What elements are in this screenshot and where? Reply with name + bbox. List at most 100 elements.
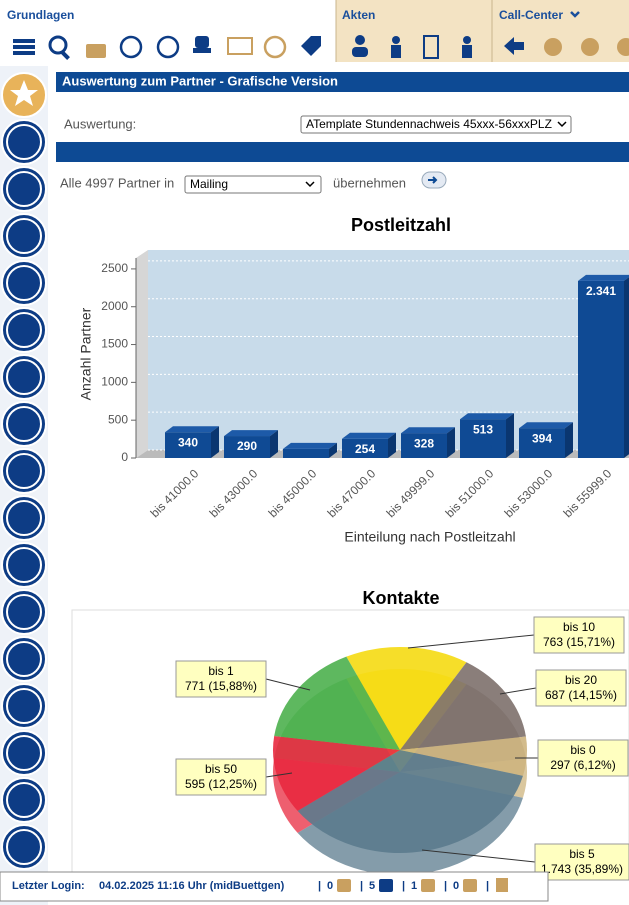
x-axis-label: Einteilung nach Postleitzahl (344, 529, 515, 545)
bar-side (624, 277, 629, 458)
sidebar-ring (6, 688, 42, 724)
leader-line (265, 678, 311, 691)
count-icon[interactable] (463, 879, 477, 892)
separator: | (318, 880, 321, 892)
bar-top (460, 413, 514, 420)
sidebar-button[interactable] (1, 119, 47, 165)
count-icon[interactable] (379, 879, 393, 892)
apply-button[interactable] (421, 171, 447, 189)
x-tick-label: bis 49999.0 (384, 466, 438, 520)
bar-top (283, 442, 337, 449)
section-label[interactable]: Grundlagen (7, 8, 74, 22)
sidebar-ring (6, 782, 42, 818)
logout-icon[interactable] (496, 878, 508, 892)
bar-top (342, 432, 396, 439)
bar-front (460, 419, 506, 458)
sidebar-button[interactable] (1, 824, 47, 870)
bar (283, 442, 337, 458)
slice-value: 771 (15,88%) (185, 679, 257, 693)
bar-side (506, 413, 514, 458)
value-label: 2.341 (586, 284, 616, 298)
header-title: Auswertung zum Partner - Grafische Versi… (62, 73, 338, 88)
count: 5 (369, 880, 375, 892)
x-tick-label: bis 45000.0 (266, 466, 320, 520)
sidebar-button[interactable] (1, 495, 47, 541)
y-tick-label: 1000 (101, 375, 128, 389)
chart-title: Kontakte (362, 588, 439, 608)
slice-name: bis 1 (208, 664, 234, 678)
sidebar-button[interactable] (1, 166, 47, 212)
bar-side (447, 427, 455, 458)
sidebar-button[interactable] (1, 730, 47, 776)
sidebar-button[interactable] (1, 213, 47, 259)
leader-line (407, 634, 535, 649)
slice-value: 687 (14,15%) (545, 688, 617, 702)
sidebar-button[interactable] (1, 448, 47, 494)
bar-front (224, 436, 270, 458)
toolbar-icons[interactable] (13, 35, 629, 60)
label-box (534, 843, 629, 881)
section-label[interactable]: Akten (342, 8, 375, 22)
sidebar-ring (6, 829, 42, 865)
bar-top (165, 426, 219, 433)
slice-name: bis 10 (563, 620, 595, 634)
pie-slice (400, 662, 526, 750)
bar (224, 430, 278, 458)
chart-title: Postleitzahl (351, 215, 451, 235)
count-icon[interactable] (421, 879, 435, 892)
section-label[interactable]: Call-Center (499, 8, 563, 22)
count-icon[interactable] (337, 879, 351, 892)
count: 0 (453, 880, 459, 892)
sidebar-button[interactable] (1, 354, 47, 400)
charts: Postleitzahl 0 500 1000 1500 2000 2500 Anzahl P… (71, 215, 629, 881)
leader-line (421, 849, 536, 863)
sidebar-ring (6, 547, 42, 583)
sidebar-button[interactable] (1, 307, 47, 353)
dropdown-icon (570, 11, 580, 18)
sidebar-button[interactable] (1, 589, 47, 635)
select[interactable] (300, 115, 572, 134)
sidebar-ring (6, 124, 42, 160)
select-value: ATemplate Stundennachweis 45xxx-56xxxPLZ (306, 117, 552, 131)
value-label: 513 (473, 422, 493, 436)
sidebar-button[interactable] (1, 260, 47, 306)
select[interactable] (184, 175, 322, 194)
bar (578, 274, 629, 458)
value-label: 254 (355, 442, 375, 456)
bar-top (401, 427, 455, 434)
bar-front (283, 448, 329, 458)
bar (165, 426, 219, 458)
bar-side (565, 422, 573, 458)
sidebar-ring (6, 265, 42, 301)
value-label: 394 (532, 431, 552, 445)
separator: | (360, 880, 363, 892)
label-box (175, 758, 267, 796)
label-box (533, 616, 625, 654)
sidebar-button[interactable] (1, 683, 47, 729)
value-label: 328 (414, 436, 434, 450)
bar (401, 427, 455, 458)
sidebar-button[interactable] (1, 542, 47, 588)
slice-name: bis 20 (565, 673, 597, 687)
pie-slice (274, 656, 400, 750)
x-tick-label: bis 43000.0 (207, 466, 261, 520)
bar-side (329, 442, 337, 458)
bar-side (211, 426, 219, 458)
value-label: 340 (178, 435, 198, 449)
sidebar-button[interactable] (1, 777, 47, 823)
bar-top (578, 274, 629, 281)
bar-front (519, 428, 565, 458)
footer-bar (0, 871, 549, 902)
sidebar-button[interactable] (1, 636, 47, 682)
header-bar (56, 72, 629, 92)
count: 1 (411, 880, 417, 892)
slice-value: 763 (15,71%) (543, 635, 615, 649)
value-label: 290 (237, 439, 257, 453)
label-box (175, 660, 267, 698)
slice-value: 297 (6,12%) (550, 758, 615, 772)
label-box (537, 739, 629, 777)
pie-slice (297, 750, 523, 853)
sidebar-button[interactable] (1, 401, 47, 447)
bar-side (388, 432, 396, 458)
